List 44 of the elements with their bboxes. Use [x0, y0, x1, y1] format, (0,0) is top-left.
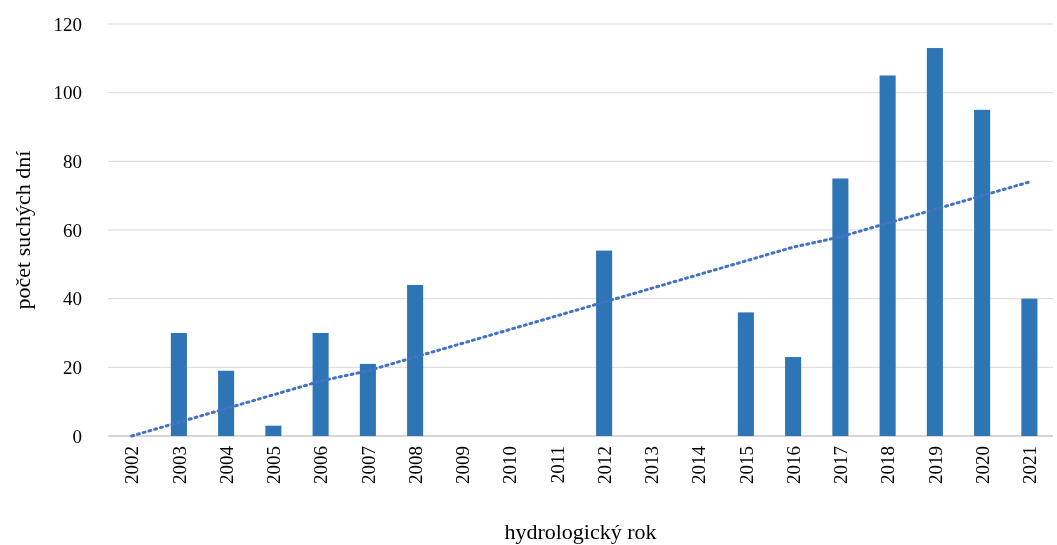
bar: [170, 333, 187, 436]
x-tick-label: 2014: [688, 445, 710, 484]
bar: [1021, 298, 1038, 436]
x-tick-label: 2015: [735, 446, 757, 484]
y-tick-label: 0: [72, 425, 82, 447]
y-tick-label: 120: [53, 13, 82, 35]
y-axis-title: počet suchých dní: [10, 150, 35, 310]
x-tick-label: 2009: [452, 446, 474, 484]
bar: [737, 312, 754, 436]
x-tick-label: 2010: [499, 446, 521, 484]
bar: [407, 284, 424, 436]
x-axis-title: hydrologický rok: [504, 519, 657, 544]
x-tick-label: 2004: [215, 445, 237, 484]
x-tick-label: 2005: [263, 446, 285, 484]
bar: [359, 363, 376, 436]
x-tick-label: 2017: [830, 446, 852, 484]
x-tick-label: 2021: [1019, 446, 1041, 484]
y-tick-label: 40: [63, 288, 82, 310]
bar: [832, 178, 849, 436]
x-tick-label: 2012: [593, 446, 615, 484]
x-tick-label: 2003: [168, 446, 190, 484]
bar: [974, 109, 991, 436]
x-tick-label: 2007: [357, 446, 379, 484]
x-tick-label: 2002: [121, 446, 143, 484]
bar: [785, 357, 802, 436]
x-tick-label: 2008: [404, 446, 426, 484]
y-tick-label: 100: [53, 82, 82, 104]
line-series: [130, 180, 1031, 438]
bar: [879, 75, 896, 436]
x-tick-label: 2011: [546, 446, 568, 484]
y-tick-label: 80: [63, 150, 82, 172]
y-tick-label: 20: [63, 356, 82, 378]
x-tick-label: 2013: [641, 446, 663, 484]
x-tick-label: 2016: [782, 446, 804, 484]
y-tick-label: 60: [63, 219, 82, 241]
bar: [312, 333, 329, 436]
x-tick-label: 2019: [924, 446, 946, 484]
bar: [596, 250, 613, 436]
bar: [926, 48, 943, 436]
x-tick-label: 2020: [971, 446, 993, 484]
x-tick-label: 2006: [310, 446, 332, 484]
bar: [218, 370, 235, 436]
x-tick-label: 2018: [877, 446, 899, 484]
bar: [265, 425, 282, 436]
